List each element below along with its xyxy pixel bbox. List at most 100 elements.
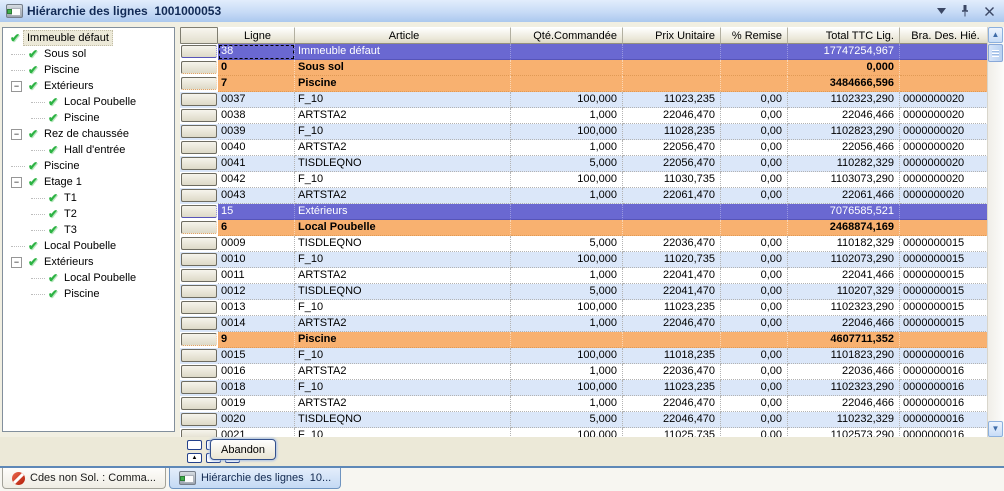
cell-bra[interactable]: 0000000016	[900, 396, 988, 412]
row-selector[interactable]	[181, 253, 217, 266]
column-header-prix-unitaire[interactable]: Prix Unitaire	[623, 27, 721, 44]
cell-prix[interactable]: 22041,470	[623, 268, 721, 284]
cell-total[interactable]: 1102323,290	[788, 300, 900, 316]
row-selector[interactable]	[181, 237, 217, 250]
table-row[interactable]: 0013 F_10 100,000 11023,235 0,00 1102323,290 0…	[180, 300, 988, 316]
cell-ligne[interactable]: 0013	[218, 300, 295, 316]
column-header-selector[interactable]	[180, 27, 218, 44]
cell-remise[interactable]: 0,00	[721, 188, 788, 204]
cell-bra[interactable]: 0000000015	[900, 252, 988, 268]
blank-icon[interactable]	[187, 440, 202, 450]
cell-total[interactable]: 0,000	[788, 60, 900, 76]
cell-prix[interactable]	[623, 332, 721, 348]
column-header-total-ttc[interactable]: Total TTC Lig.	[788, 27, 900, 44]
cell-total[interactable]: 1102323,290	[788, 92, 900, 108]
cell-ligne[interactable]: 0039	[218, 124, 295, 140]
cell-bra[interactable]: 0000000016	[900, 412, 988, 428]
cell-prix[interactable]: 11023,235	[623, 92, 721, 108]
cell-total[interactable]: 1102073,290	[788, 252, 900, 268]
cell-article[interactable]: F_10	[295, 428, 511, 437]
cell-article[interactable]: ARTSTA2	[295, 396, 511, 412]
cell-prix[interactable]	[623, 60, 721, 76]
cell-bra[interactable]: 0000000015	[900, 236, 988, 252]
cell-prix[interactable]: 22036,470	[623, 364, 721, 380]
cell-ligne[interactable]: 0011	[218, 268, 295, 284]
cell-qte[interactable]: 100,000	[511, 380, 623, 396]
cell-bra[interactable]: 0000000015	[900, 268, 988, 284]
cell-total[interactable]: 22061,466	[788, 188, 900, 204]
row-selector[interactable]	[181, 349, 217, 362]
cell-remise[interactable]: 0,00	[721, 316, 788, 332]
table-row[interactable]: 0041 TISDLEQNO 5,000 22056,470 0,00 110282,32…	[180, 156, 988, 172]
table-row[interactable]: 38 Immeuble défaut 17747254,967	[180, 44, 988, 60]
cell-qte[interactable]	[511, 332, 623, 348]
row-selector[interactable]	[181, 61, 217, 74]
cell-remise[interactable]: 0,00	[721, 380, 788, 396]
cell-qte[interactable]: 100,000	[511, 124, 623, 140]
cell-total[interactable]: 22046,466	[788, 316, 900, 332]
tree-item[interactable]: − ✔ Extérieurs	[3, 78, 174, 94]
tree-item[interactable]: ✔ Sous sol	[3, 46, 174, 62]
table-row[interactable]: 0019 ARTSTA2 1,000 22046,470 0,00 22046,466 00…	[180, 396, 988, 412]
cell-prix[interactable]	[623, 76, 721, 92]
row-selector[interactable]	[181, 173, 217, 186]
cell-total[interactable]: 22036,466	[788, 364, 900, 380]
cell-article[interactable]: F_10	[295, 172, 511, 188]
cell-ligne[interactable]: 0014	[218, 316, 295, 332]
cell-total[interactable]: 110232,329	[788, 412, 900, 428]
cell-prix[interactable]: 11018,235	[623, 348, 721, 364]
cell-article[interactable]: Immeuble défaut	[295, 44, 511, 60]
table-row[interactable]: 0010 F_10 100,000 11020,735 0,00 1102073,290 0…	[180, 252, 988, 268]
cell-bra[interactable]	[900, 44, 988, 60]
row-selector[interactable]	[181, 77, 217, 90]
cell-remise[interactable]: 0,00	[721, 284, 788, 300]
cell-bra[interactable]: 0000000016	[900, 364, 988, 380]
cell-prix[interactable]	[623, 204, 721, 220]
cell-ligne[interactable]: 0037	[218, 92, 295, 108]
table-row[interactable]: 0014 ARTSTA2 1,000 22046,470 0,00 22046,466 00…	[180, 316, 988, 332]
table-row[interactable]: 0037 F_10 100,000 11023,235 0,00 1102323,290 0…	[180, 92, 988, 108]
cell-bra[interactable]	[900, 60, 988, 76]
table-row[interactable]: 0038 ARTSTA2 1,000 22046,470 0,00 22046,466 00…	[180, 108, 988, 124]
tree-item[interactable]: ✔ Hall d'entrée	[3, 142, 174, 158]
tree-item[interactable]: ✔ T1	[3, 190, 174, 206]
row-selector[interactable]	[181, 205, 217, 218]
cell-qte[interactable]: 1,000	[511, 396, 623, 412]
cell-bra[interactable]: 0000000016	[900, 428, 988, 437]
cell-article[interactable]: TISDLEQNO	[295, 284, 511, 300]
cell-article[interactable]: ARTSTA2	[295, 108, 511, 124]
table-row[interactable]: 7 Piscine 3484666,596	[180, 76, 988, 92]
table-row[interactable]: 15 Extérieurs 7076585,521	[180, 204, 988, 220]
cell-bra[interactable]: 0000000020	[900, 140, 988, 156]
cell-prix[interactable]	[623, 44, 721, 60]
cell-bra[interactable]: 0000000016	[900, 380, 988, 396]
cell-prix[interactable]: 22046,470	[623, 412, 721, 428]
cell-bra[interactable]: 0000000015	[900, 284, 988, 300]
tab-cdes-non-sol[interactable]: Cdes non Sol. : Comma...	[2, 468, 166, 489]
cell-article[interactable]: F_10	[295, 252, 511, 268]
cell-article[interactable]: Local Poubelle	[295, 220, 511, 236]
cell-bra[interactable]	[900, 332, 988, 348]
cell-prix[interactable]: 22046,470	[623, 316, 721, 332]
cell-ligne[interactable]: 0043	[218, 188, 295, 204]
cell-ligne[interactable]: 0012	[218, 284, 295, 300]
cell-total[interactable]: 7076585,521	[788, 204, 900, 220]
cell-bra[interactable]	[900, 76, 988, 92]
table-row[interactable]: 0020 TISDLEQNO 5,000 22046,470 0,00 110232,32…	[180, 412, 988, 428]
column-header-article[interactable]: Article	[295, 27, 511, 44]
row-selector[interactable]	[181, 93, 217, 106]
cell-qte[interactable]: 1,000	[511, 188, 623, 204]
cell-article[interactable]: TISDLEQNO	[295, 156, 511, 172]
cell-article[interactable]: TISDLEQNO	[295, 412, 511, 428]
table-row[interactable]: 0039 F_10 100,000 11028,235 0,00 1102823,290 0…	[180, 124, 988, 140]
cell-ligne[interactable]: 0019	[218, 396, 295, 412]
table-row[interactable]: 0040 ARTSTA2 1,000 22056,470 0,00 22056,466 00…	[180, 140, 988, 156]
cell-qte[interactable]: 1,000	[511, 108, 623, 124]
tree-item[interactable]: ✔ T3	[3, 222, 174, 238]
cell-remise[interactable]: 0,00	[721, 124, 788, 140]
tree-item[interactable]: ✔ Immeuble défaut	[3, 30, 174, 46]
table-row[interactable]: 0043 ARTSTA2 1,000 22061,470 0,00 22061,466 00…	[180, 188, 988, 204]
cell-total[interactable]: 1102573,290	[788, 428, 900, 437]
cell-total[interactable]: 1102823,290	[788, 124, 900, 140]
tree-item[interactable]: ✔ Local Poubelle	[3, 270, 174, 286]
